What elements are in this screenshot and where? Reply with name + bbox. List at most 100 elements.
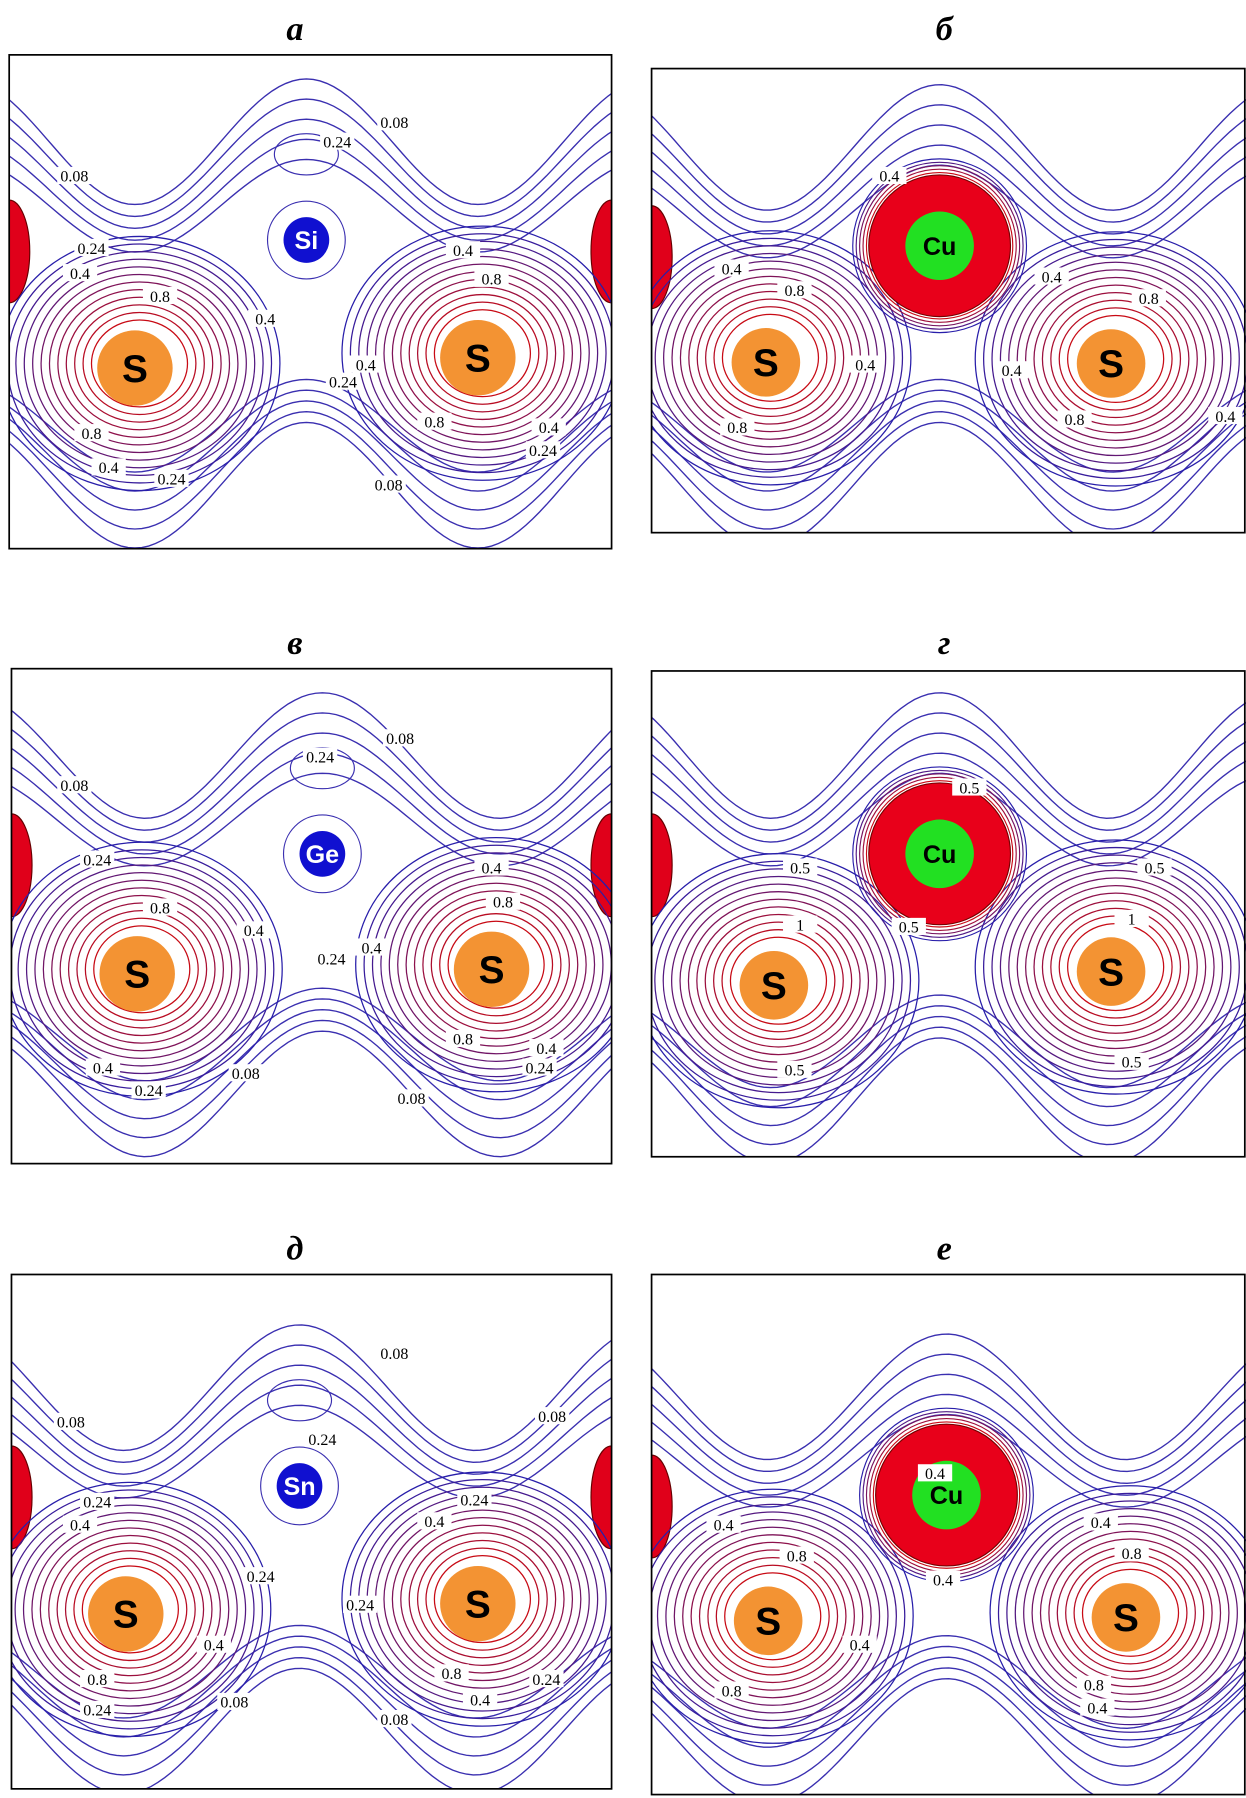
panel-frame	[650, 1273, 1246, 1796]
label-bg	[74, 238, 109, 257]
contour-line	[341, 225, 612, 481]
contour-label: 0.08	[60, 778, 88, 795]
contour-line	[651, 245, 895, 471]
contour-line	[1031, 1523, 1230, 1703]
contour-line	[59, 894, 225, 1044]
panel: б Cu S S 0.4 0.4 0.8 0.4 0.8 0.4 0.4 0.8 0.8 0.4	[650, 10, 1246, 534]
contour-line	[651, 712, 1246, 831]
contour-line	[651, 860, 912, 1101]
contour-label: 0.4	[93, 1060, 113, 1077]
contour-line	[11, 1667, 612, 1789]
label-bg	[891, 917, 926, 936]
label-bg	[783, 915, 818, 933]
label-bg	[1034, 267, 1069, 285]
contour-line	[9, 138, 612, 241]
label-bg	[1083, 1513, 1118, 1531]
contour-line	[1050, 907, 1182, 1027]
contour-label: 0.4	[855, 357, 875, 374]
contour-line	[56, 1542, 205, 1677]
contour-label: 0.8	[424, 414, 444, 431]
contour-line	[690, 1541, 855, 1691]
edge-density	[590, 813, 612, 918]
contour-line	[1048, 1538, 1213, 1688]
contour-line	[11, 1656, 612, 1776]
contour-label: 0.08	[380, 115, 408, 132]
atom-label: S	[1113, 1597, 1139, 1640]
label-bg	[57, 166, 92, 185]
atom	[905, 819, 974, 889]
contour-label: 0.24	[306, 749, 334, 766]
label-bg	[142, 898, 178, 916]
atom-label: S	[122, 348, 148, 391]
contour-line	[1033, 892, 1198, 1042]
contour-label: 1	[796, 917, 804, 934]
contour-line	[698, 1549, 847, 1684]
label-bg	[354, 938, 389, 956]
label-bg	[314, 949, 349, 968]
label-bg	[1114, 1052, 1149, 1070]
contour-label: 0.5	[790, 860, 810, 877]
contour-line	[23, 258, 256, 469]
atom	[97, 330, 173, 406]
contour-line	[651, 1333, 1246, 1461]
contour-line	[855, 161, 1024, 330]
contours	[11, 1324, 612, 1789]
panel: в Ge S S 0.08 0.24 0.08 0.24 0.4 0.8 0.8 0.4 0.24 0.4…	[10, 624, 613, 1165]
contour-label: 0.4	[453, 243, 473, 260]
contour-line	[11, 1646, 612, 1757]
contour-line	[696, 906, 861, 1056]
panel-label: е	[937, 1230, 952, 1268]
contour-line	[405, 882, 587, 1047]
label-bg	[377, 1344, 412, 1362]
contour-line	[93, 925, 191, 1014]
panel-label: г	[938, 624, 951, 662]
label-bg	[417, 1512, 452, 1530]
contour-line	[9, 421, 612, 549]
contour-line	[11, 1030, 612, 1158]
contour-line	[999, 862, 1232, 1072]
contour-line	[433, 309, 532, 398]
contour-line	[651, 1015, 1246, 1127]
contour-label: 0.08	[220, 1695, 248, 1712]
contour-label: 0.24	[529, 443, 557, 460]
contour-line	[11, 1008, 612, 1120]
contour-line	[651, 1026, 1246, 1146]
contour-line	[983, 238, 1246, 479]
contour-line	[439, 913, 554, 1017]
atom	[299, 830, 346, 877]
contour-line	[416, 293, 548, 413]
contour-label: 1	[1128, 912, 1136, 929]
contour-label: 0.4	[482, 860, 502, 877]
contour-label: 0.24	[329, 374, 357, 391]
contour-line	[15, 251, 264, 476]
contour-label: 0.8	[150, 289, 170, 306]
label-bg	[872, 166, 907, 185]
contour-line	[433, 1555, 532, 1644]
contour-label: 0.8	[81, 426, 101, 443]
contour-line	[32, 266, 247, 461]
contour-line	[651, 144, 1246, 247]
atom-label: Ge	[306, 841, 340, 869]
atom	[453, 931, 530, 1008]
contour-line	[651, 1353, 1246, 1473]
contour-line	[64, 1550, 196, 1669]
contour-line	[9, 243, 273, 484]
contours	[651, 1333, 1246, 1795]
contour-line	[1023, 1515, 1238, 1711]
contour-line	[983, 846, 1246, 1088]
contour-line	[9, 78, 612, 206]
label-bg	[434, 1664, 469, 1682]
contour-line	[397, 875, 596, 1055]
contour-line	[729, 936, 828, 1025]
atom-label: Si	[295, 227, 319, 255]
edge-density	[11, 1445, 33, 1550]
contour-line	[651, 400, 1246, 511]
contour-label: 0.8	[727, 420, 747, 437]
edge-density	[9, 199, 31, 304]
contour-label: 0.4	[204, 1638, 224, 1655]
contour-label: 0.4	[99, 460, 119, 477]
contour-line	[713, 306, 828, 410]
contour-line	[651, 124, 1246, 235]
contour-label: 0.4	[70, 1518, 90, 1535]
contour-label: 0.8	[784, 283, 804, 300]
